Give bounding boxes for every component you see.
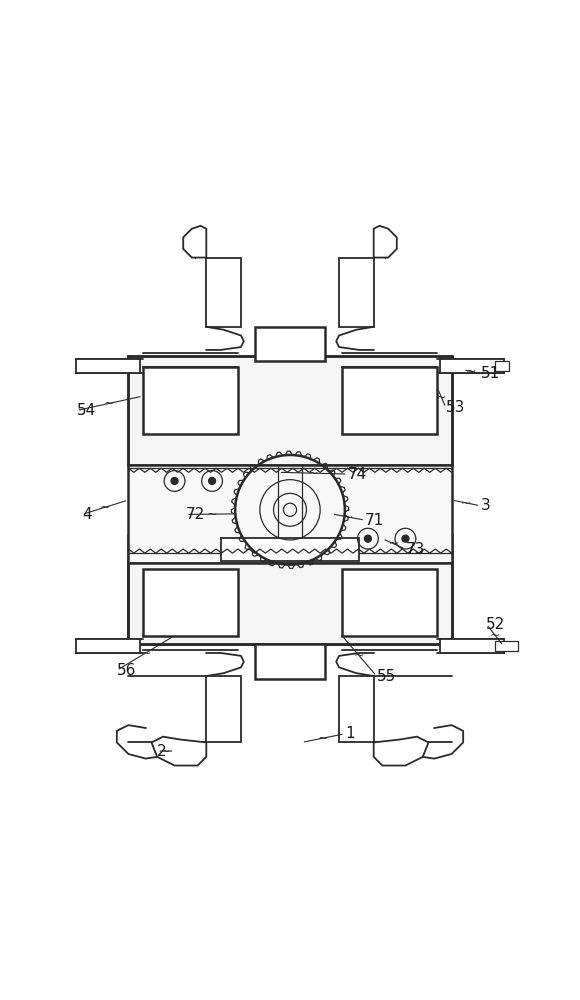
Polygon shape [151, 737, 206, 766]
Bar [495, 641, 518, 651]
Text: ~: ~ [100, 501, 111, 514]
Text: 4: 4 [82, 507, 92, 522]
Text: ~: ~ [465, 365, 476, 378]
Text: 74: 74 [348, 467, 367, 482]
Bar [128, 563, 452, 644]
Text: ~: ~ [104, 397, 115, 410]
Text: ~: ~ [308, 467, 318, 480]
Bar [339, 676, 374, 742]
Bar [128, 356, 452, 465]
Text: 55: 55 [376, 669, 396, 684]
Text: 71: 71 [365, 513, 385, 528]
Bar [255, 644, 325, 679]
Bar [77, 359, 140, 373]
Bar [77, 639, 140, 653]
Bar [255, 327, 325, 361]
Text: ~: ~ [354, 649, 364, 662]
Text: 3: 3 [480, 498, 490, 513]
Text: 52: 52 [486, 617, 506, 632]
Text: ~: ~ [207, 508, 218, 521]
Text: 2: 2 [157, 744, 167, 759]
Text: ~: ~ [160, 745, 170, 758]
Text: ~: ~ [342, 511, 353, 524]
Circle shape [402, 535, 409, 542]
Text: ~: ~ [490, 629, 500, 642]
Bar [440, 359, 503, 373]
Text: 72: 72 [186, 507, 205, 522]
Text: 73: 73 [405, 542, 425, 557]
Bar [339, 258, 374, 327]
Text: ~: ~ [140, 646, 151, 659]
Text: 1: 1 [345, 726, 354, 741]
Polygon shape [374, 737, 429, 766]
Bar [221, 538, 359, 561]
Bar [143, 569, 238, 636]
Text: 56: 56 [117, 663, 136, 678]
Text: ~: ~ [436, 391, 447, 404]
Text: 53: 53 [446, 400, 465, 415]
Bar [206, 258, 241, 327]
Text: 51: 51 [480, 366, 500, 381]
Circle shape [171, 477, 178, 484]
Polygon shape [183, 226, 206, 258]
Bar [342, 367, 437, 434]
Text: 54: 54 [77, 403, 96, 418]
Polygon shape [374, 226, 397, 258]
Bar [495, 361, 509, 371]
Text: ~: ~ [389, 537, 399, 550]
Bar [206, 676, 241, 742]
Bar [440, 639, 503, 653]
Circle shape [209, 477, 216, 484]
Bar [143, 367, 238, 434]
Text: ~: ~ [461, 496, 472, 509]
Bar [128, 535, 452, 644]
Bar [128, 465, 452, 563]
Bar [342, 569, 437, 636]
Circle shape [364, 535, 371, 542]
Text: ~: ~ [318, 732, 328, 745]
